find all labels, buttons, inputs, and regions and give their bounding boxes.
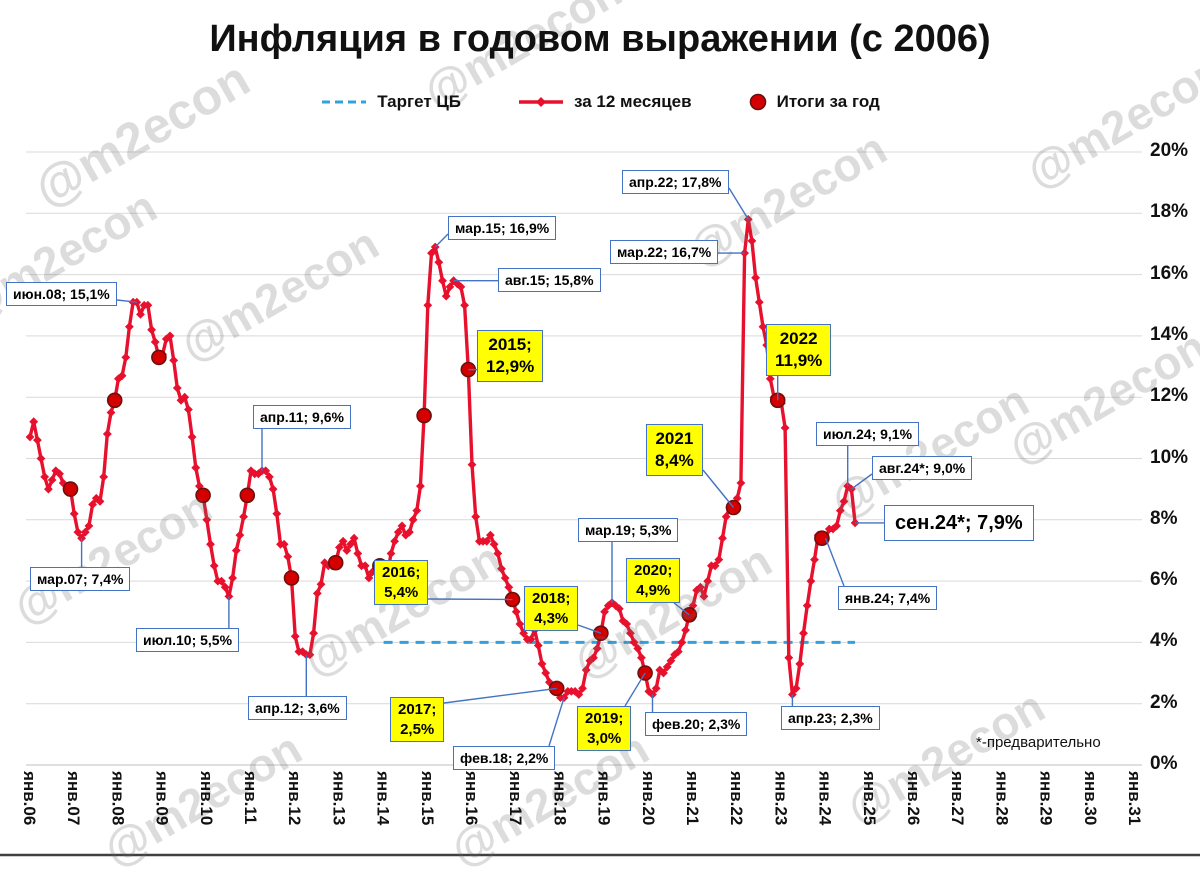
x-axis-label: янв.21	[683, 771, 702, 826]
annotation-y2015: 2015; 12,9%	[477, 330, 544, 383]
yearend-circle-swatch	[749, 93, 766, 111]
x-axis-label: янв.25	[859, 771, 879, 826]
yearend-circle	[62, 481, 79, 497]
x-axis-label: янв.29	[1036, 771, 1056, 826]
y-axis-label: 20%	[1150, 140, 1189, 161]
y-axis-label: 8%	[1150, 507, 1178, 529]
x-axis-label: янв.28	[992, 771, 1012, 826]
annotation-leader-jan24	[824, 537, 845, 587]
x-axis-label: янв.22	[727, 771, 747, 826]
x-axis-label: янв.15	[417, 771, 437, 826]
legend-item-yearend: Итоги за год	[748, 92, 880, 112]
annotation-y2020: 2020; 4,9%	[626, 558, 681, 603]
annotation-y2018: 2018; 4,3%	[524, 586, 579, 631]
series-line-swatch	[519, 97, 564, 107]
annotation-leader-mar15	[434, 233, 449, 248]
annotation-leader-apr22	[728, 187, 749, 220]
x-axis-label: янв.23	[771, 771, 791, 826]
annotation-leader-jun08	[116, 299, 137, 303]
y-axis-label: 6%	[1150, 569, 1178, 591]
annotation-mar15: мар.15; 16,9%	[448, 216, 557, 241]
annotation-apr12: апр.12; 3,6%	[248, 696, 347, 721]
legend-label-yearend: Итоги за год	[776, 92, 880, 111]
annotation-jul24: июл.24; 9,1%	[816, 422, 920, 447]
y-axis-label: 10%	[1150, 446, 1189, 468]
annotation-mar22: мар.22; 16,7%	[610, 240, 719, 265]
annotation-mar07: мар.07; 7,4%	[30, 567, 131, 592]
x-axis-label: янв.24	[815, 771, 835, 826]
annotation-y2019: 2019; 3,0%	[577, 706, 632, 751]
annotation-y2016: 2016; 5,4%	[374, 560, 429, 605]
legend: Таргет ЦБ за 12 месяцев Итоги за год	[0, 92, 1200, 112]
legend-item-12m: за 12 месяцев	[517, 92, 692, 112]
x-axis-label: янв.06	[20, 771, 39, 826]
annotation-mar19: мар.19; 5,3%	[578, 518, 679, 543]
annotation-leader-y2019	[624, 672, 646, 707]
x-axis-label: янв.14	[373, 771, 393, 826]
x-axis-label: янв.31	[1125, 771, 1144, 826]
x-axis-label: янв.20	[638, 771, 658, 826]
annotation-leader-y2016	[427, 598, 513, 601]
yearend-circle	[283, 570, 300, 586]
footnote: *-предварительно	[976, 734, 1101, 751]
x-axis-label: янв.18	[550, 771, 570, 826]
x-axis-label: янв.07	[64, 771, 84, 826]
annotation-apr23: апр.23; 2,3%	[781, 706, 880, 731]
series-diamond-markers	[25, 215, 860, 702]
x-axis-label: янв.30	[1080, 771, 1100, 826]
y-axis-label: 2%	[1150, 691, 1178, 713]
y-axis-label: 0%	[1150, 753, 1178, 774]
x-axis-label: янв.17	[506, 771, 526, 826]
annotation-leader-y2021	[702, 469, 735, 508]
yearend-circle	[195, 487, 211, 504]
yearend-circle	[416, 407, 432, 424]
x-axis-label: янв.13	[329, 771, 349, 826]
annotation-leader-aug24	[850, 473, 873, 490]
annotation-leader-y2017	[443, 687, 557, 704]
annotation-aug15: авг.15; 15,8%	[498, 268, 601, 293]
annotation-y2021: 2021 8,4%	[646, 424, 703, 477]
legend-item-target: Таргет ЦБ	[320, 92, 461, 112]
target-dashed-line-swatch	[322, 100, 367, 104]
x-axis-label: янв.26	[904, 771, 923, 826]
x-axis-label: янв.09	[152, 771, 172, 826]
x-axis-label: янв.11	[241, 771, 260, 825]
annotation-sep24: сен.24*; 7,9%	[884, 505, 1034, 541]
x-axis-label: янв.19	[594, 771, 614, 826]
y-axis-label: 12%	[1150, 385, 1189, 407]
annotation-leader-y2020	[673, 602, 690, 616]
yearend-circle	[814, 530, 830, 547]
yearend-circle	[151, 349, 167, 366]
yearend-circle	[106, 392, 123, 409]
annotation-feb20: фев.20; 2,3%	[645, 712, 748, 737]
annotation-jan24: янв.24; 7,4%	[838, 586, 938, 611]
yearend-circle	[239, 487, 256, 504]
annotation-y2017: 2017; 2,5%	[390, 697, 445, 742]
legend-label-target: Таргет ЦБ	[377, 92, 462, 111]
annotation-leader-feb18	[548, 697, 565, 747]
annotation-aug24: авг.24*; 9,0%	[872, 456, 973, 481]
y-axis-label: 16%	[1150, 262, 1189, 284]
annotation-leader-y2018	[577, 624, 602, 634]
y-axis-label: 14%	[1150, 323, 1189, 345]
x-axis-label: янв.27	[948, 771, 968, 826]
x-axis-label: янв.12	[285, 771, 305, 826]
y-axis-label: 18%	[1150, 201, 1189, 223]
y-axis-label: 4%	[1150, 630, 1178, 652]
annotation-feb18: фев.18; 2,2%	[453, 746, 556, 771]
annotation-apr22: апр.22; 17,8%	[622, 170, 729, 195]
x-axis-label: янв.10	[196, 771, 216, 826]
chart-title: Инфляция в годовом выражении (с 2006)	[209, 18, 991, 60]
annotation-y2022: 2022 11,9%	[766, 324, 832, 377]
x-axis-label: янв.16	[462, 771, 481, 826]
yearend-circle	[327, 554, 344, 571]
annotation-apr11: апр.11; 9,6%	[253, 405, 351, 430]
legend-label-12m: за 12 месяцев	[574, 92, 692, 111]
annotation-jul10: июл.10; 5,5%	[136, 628, 240, 653]
annotation-jun08: июн.08; 15,1%	[6, 282, 117, 307]
x-axis-label: янв.08	[108, 771, 128, 826]
